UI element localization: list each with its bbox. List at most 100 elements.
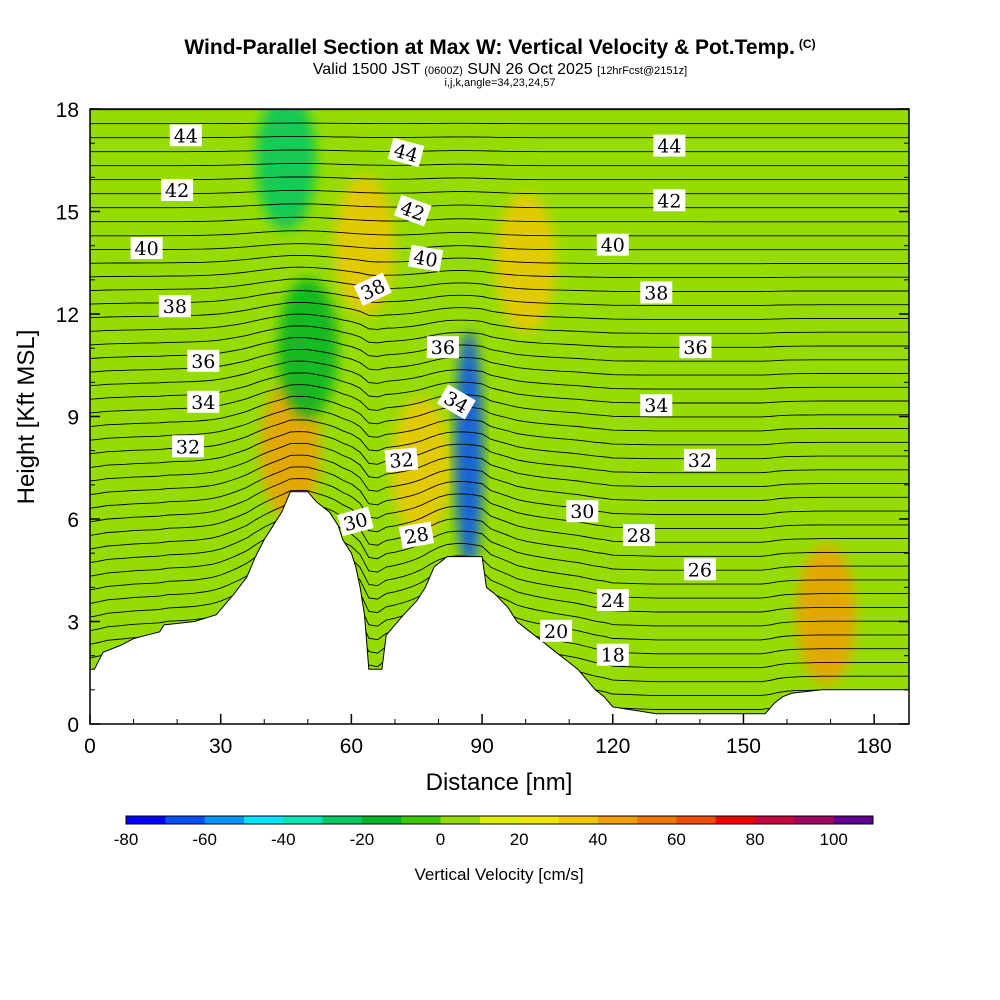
x-tick-label: 90: [470, 735, 493, 758]
isentrope-line: [90, 162, 909, 167]
contour-label-box: [158, 295, 191, 318]
contour-label: 28: [398, 521, 435, 549]
contour-label-box: [540, 619, 573, 642]
contour-label-text: 20: [544, 621, 568, 643]
contour-label-box: [653, 189, 686, 212]
colorbar-swatch: [715, 816, 756, 824]
contour-label-text: 34: [644, 395, 668, 417]
contour-label-box: [596, 233, 629, 256]
contour-label-text: 40: [135, 238, 159, 260]
contour-label: 44: [169, 124, 202, 147]
contour-label-text: 42: [657, 190, 681, 212]
colorbar-tick-label: -40: [271, 830, 296, 849]
contour-label: 36: [679, 336, 712, 359]
contour-label-box: [679, 336, 712, 359]
isentrope-line: [90, 548, 909, 613]
colorbar-swatch: [833, 816, 874, 824]
contour-label: 24: [596, 589, 629, 612]
isentrope-line: [90, 301, 909, 320]
y-tick-label: 15: [56, 202, 79, 225]
colorbar-swatch: [204, 816, 245, 824]
x-tick-label: 0: [84, 735, 96, 758]
isentrope-line: [90, 372, 909, 404]
colorbar-tick-label: 0: [436, 830, 445, 849]
colorbar-tick-label: 100: [819, 830, 847, 849]
isentrope-line: [90, 337, 909, 362]
velocity-features: [256, 109, 857, 685]
contour-label-box: [387, 137, 425, 168]
isentrope-line: [90, 254, 909, 265]
isentrope-line: [90, 466, 909, 515]
x-tick-label: 150: [726, 735, 761, 758]
valid-date: SUN 26 Oct 2025: [467, 61, 593, 78]
copyright-mark: (C): [798, 37, 816, 51]
terrain: [90, 491, 909, 724]
contour-label-box: [172, 435, 204, 458]
isentrope-line: [90, 525, 909, 585]
contour-label: 34: [187, 390, 220, 414]
isentrope-line: [90, 560, 909, 627]
contour-label-box: [640, 394, 673, 417]
contour-label-text: 32: [176, 436, 200, 458]
contour-label: 20: [540, 619, 573, 643]
contour-label-text: 44: [657, 136, 681, 158]
x-tick-label: 120: [595, 735, 630, 758]
isentrope-line: [90, 513, 909, 571]
contour-label-box: [353, 272, 392, 306]
velocity-feature-downdraft: [277, 278, 338, 419]
colorbar-swatch: [126, 816, 166, 824]
isentrope-line: [90, 290, 909, 306]
contour-label: 42: [161, 179, 194, 202]
x-axis: 0 30 60 90 120 150 180: [84, 714, 892, 758]
isentrope-line: [90, 176, 909, 181]
contour-label-box: [426, 336, 459, 359]
contour-label: 38: [640, 281, 673, 305]
colorbar-swatch: [165, 816, 206, 824]
colorbar-label: Vertical Velocity [cm/s]: [414, 865, 583, 884]
colorbar-swatch: [243, 816, 284, 824]
colorbar-tick-label: -80: [114, 830, 139, 849]
colorbar-swatch: [558, 816, 599, 824]
valid-time-line: Valid 1500 JST (0600Z) SUN 26 Oct 2025 […: [0, 61, 1000, 79]
contour-label-box: [653, 134, 686, 157]
contour-label: 40: [130, 237, 163, 260]
isentrope-line: [90, 266, 909, 279]
contour-label: 44: [653, 134, 686, 158]
isentrope-line: [90, 278, 909, 292]
colorbar-swatch: [479, 816, 520, 824]
valid-prefix: Valid 1500 JST: [312, 61, 420, 78]
isentrope-line: [90, 203, 909, 209]
contour-label-text: 28: [403, 523, 431, 549]
contour-label-box: [437, 384, 476, 420]
x-tick-label: 180: [857, 735, 892, 758]
x-tick-label: 30: [209, 735, 232, 758]
contour-label: 40: [407, 244, 444, 272]
contour-label-text: 32: [688, 450, 712, 472]
contour-label-box: [683, 558, 716, 581]
velocity-feature-updraft: [391, 397, 452, 538]
isentrope-line: [90, 325, 909, 348]
x-tick-label: 60: [340, 735, 363, 758]
isentrope-line: [90, 407, 909, 446]
forecast-info: [12hrFcst@2151z]: [597, 65, 688, 77]
contour-label-text: 24: [601, 590, 625, 612]
isentrope-line: [90, 395, 909, 432]
isentrope-line: [90, 536, 909, 599]
y-tick-label: 12: [56, 304, 79, 327]
contour-label-box: [393, 194, 432, 227]
colorbar-swatch: [794, 816, 835, 824]
contour-label-text: 30: [570, 501, 594, 523]
contour-label: 42: [653, 189, 686, 212]
isentrope-line: [90, 501, 909, 557]
contour-label-box: [337, 506, 374, 537]
contour-label: 36: [426, 336, 459, 359]
contour-label-text: 40: [601, 235, 625, 257]
isentrope-line: [90, 419, 909, 460]
colorbar-tick-label: 60: [667, 830, 686, 849]
isentrope-line: [90, 442, 909, 488]
contour-label-box: [596, 643, 629, 666]
contour-label-text: 36: [431, 337, 455, 359]
